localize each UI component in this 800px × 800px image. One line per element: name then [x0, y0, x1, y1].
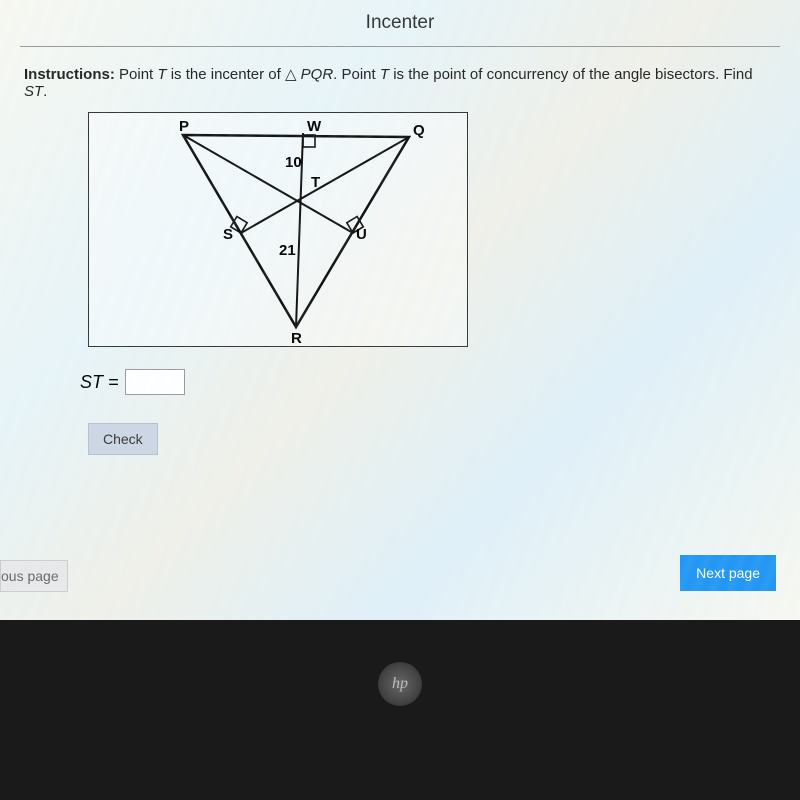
answer-variable: ST = — [80, 372, 119, 393]
label-P: P — [179, 118, 189, 135]
label-S: S — [223, 226, 233, 243]
answer-input[interactable] — [125, 369, 185, 395]
dim-TR: 21 — [279, 242, 296, 259]
answer-row: ST = — [80, 369, 800, 395]
laptop-bezel: hp — [0, 620, 800, 800]
hp-logo-icon: hp — [378, 662, 422, 706]
instructions: Instructions: Point T is the incenter of… — [24, 65, 776, 100]
previous-page-button[interactable]: ous page — [0, 560, 68, 592]
title-divider — [20, 46, 780, 47]
check-button[interactable]: Check — [88, 423, 158, 455]
dim-WT: 10 — [285, 154, 302, 171]
label-U: U — [356, 226, 367, 243]
label-W: W — [307, 118, 322, 135]
page-title: Incenter — [0, 0, 800, 34]
label-T: T — [311, 174, 320, 191]
triangle-diagram: P Q R W T S U 10 21 — [89, 113, 469, 348]
next-page-button[interactable]: Next page — [680, 555, 776, 591]
label-Q: Q — [413, 122, 425, 139]
instructions-label: Instructions: — [24, 66, 115, 83]
geometry-figure: P Q R W T S U 10 21 — [88, 112, 468, 347]
label-R: R — [291, 330, 302, 347]
